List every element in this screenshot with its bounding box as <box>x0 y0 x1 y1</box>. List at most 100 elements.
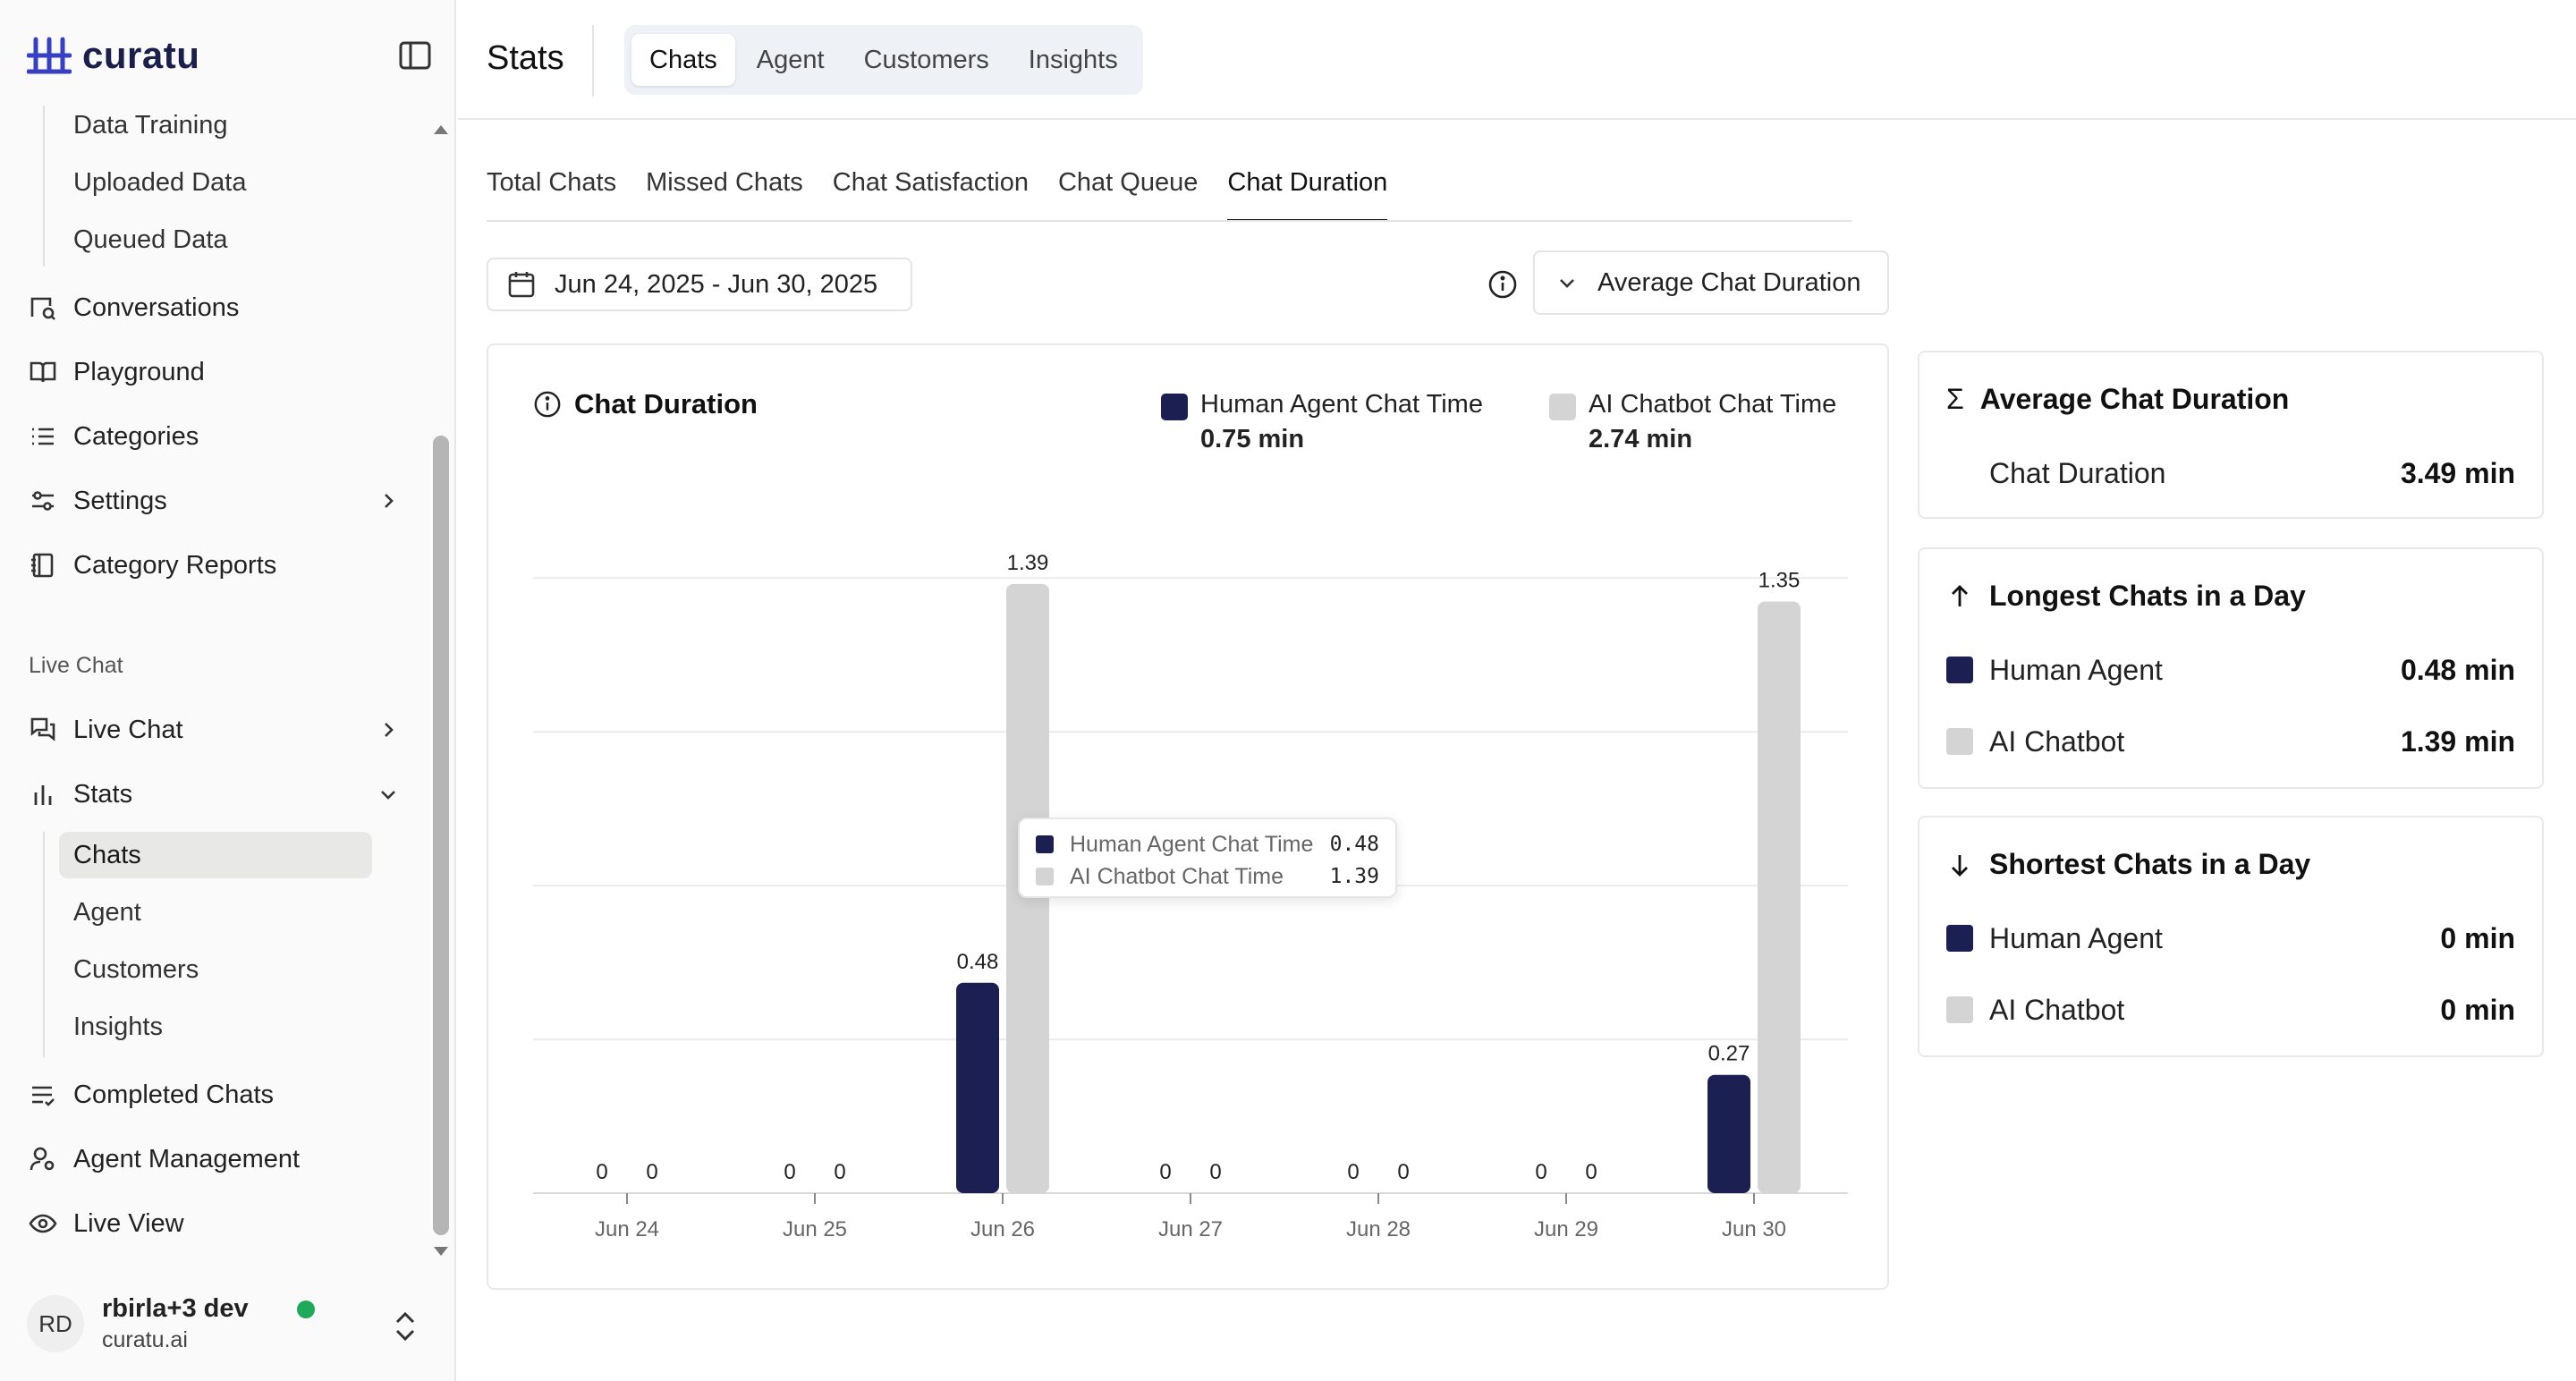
page-title: Stats <box>487 39 564 77</box>
swatch-ai <box>1946 996 1973 1023</box>
sidebar-item-completed-chats[interactable]: Completed Chats <box>27 1070 402 1120</box>
sidebar-item-data-training[interactable]: Data Training <box>73 110 228 140</box>
stat-value: 0 min <box>2440 993 2515 1026</box>
tooltip-value: 1.39 <box>1329 865 1379 888</box>
brand-logo[interactable]: curatu <box>27 34 199 77</box>
data-label: 0 <box>596 1160 607 1184</box>
stat-label: AI Chatbot <box>1989 993 2125 1026</box>
legend-swatch-human <box>1161 394 1188 420</box>
metric-select[interactable]: Average Chat Duration <box>1533 250 1889 315</box>
tab-chats[interactable]: Chats <box>631 34 735 86</box>
data-label: 0.27 <box>1708 1042 1750 1066</box>
tooltip-swatch-ai <box>1036 868 1054 885</box>
sidebar-scrollbar-thumb[interactable] <box>433 436 449 1235</box>
sidebar-item-queued-data[interactable]: Queued Data <box>73 225 228 254</box>
legend-human-agent[interactable]: Human Agent Chat Time 0.75 min <box>1161 390 1483 454</box>
legend-value: 2.74 min <box>1589 425 1693 453</box>
sidebar-item-insights[interactable]: Insights <box>73 1012 163 1041</box>
sidebar-item-category-reports[interactable]: Category Reports <box>27 540 402 590</box>
average-chat-duration-card: Σ Average Chat Duration Chat Duration 3.… <box>1918 351 2544 519</box>
sidebar-toggle-button[interactable] <box>397 39 433 72</box>
sidebar-item-categories[interactable]: Categories <box>27 411 402 462</box>
stat-value: 1.39 min <box>2400 724 2515 758</box>
calendar-icon <box>508 272 535 298</box>
subtab-chat-duration[interactable]: Chat Duration <box>1227 161 1387 222</box>
swatch-human <box>1946 657 1973 683</box>
sidebar-item-uploaded-data[interactable]: Uploaded Data <box>73 167 247 197</box>
legend-value: 0.75 min <box>1200 425 1305 453</box>
sidebar-item-customers[interactable]: Customers <box>73 954 199 984</box>
subtab-missed-chats[interactable]: Missed Chats <box>646 168 803 197</box>
sidebar-item-conversations[interactable]: Conversations <box>27 283 402 333</box>
tooltip-row-ai: AI Chatbot Chat Time 1.39 <box>1036 860 1379 893</box>
tooltip-row-human: Human Agent Chat Time 0.48 <box>1036 828 1379 860</box>
data-label: 0 <box>1397 1160 1409 1184</box>
data-label: 0 <box>1585 1160 1597 1184</box>
card-title: Average Chat Duration <box>1979 383 2290 415</box>
stat-label: AI Chatbot <box>1989 724 2125 758</box>
date-range-picker[interactable]: Jun 24, 2025 - Jun 30, 2025 <box>487 258 912 311</box>
card-heading: Longest Chats in a Day <box>1946 580 2306 613</box>
card-title: Longest Chats in a Day <box>1989 580 2306 612</box>
chevron-down-icon <box>374 780 402 809</box>
user-cog-icon <box>27 1143 59 1175</box>
tab-insights[interactable]: Insights <box>1028 45 1118 74</box>
stat-label: Human Agent <box>1989 653 2163 686</box>
tab-customers[interactable]: Customers <box>863 45 989 74</box>
list-icon <box>27 420 59 453</box>
stat-label: Chat Duration <box>1989 456 2166 489</box>
subtab-total-chats[interactable]: Total Chats <box>487 168 617 197</box>
legend-swatch-ai <box>1549 394 1576 420</box>
user-menu[interactable]: RD rbirla+3 dev curatu.ai <box>27 1288 429 1360</box>
sliders-icon <box>27 485 59 517</box>
chat-metric-tabs: Total Chats Missed Chats Chat Satisfacti… <box>487 161 1387 222</box>
avatar: RD <box>27 1295 84 1352</box>
date-range-label: Jun 24, 2025 - Jun 30, 2025 <box>555 269 878 299</box>
sidebar-item-label: Stats <box>73 779 133 809</box>
data-label: 0 <box>1535 1160 1546 1184</box>
data-label: 1.39 <box>1007 551 1049 575</box>
stats-tabs: Chats Agent Customers Insights <box>624 25 1143 95</box>
swatch-human <box>1946 925 1973 952</box>
data-label: 0 <box>1347 1160 1359 1184</box>
longest-chats-card: Longest Chats in a Day Human Agent 0.48 … <box>1918 547 2544 789</box>
notebook-icon <box>27 549 59 581</box>
subnav-guide-line <box>43 832 45 1057</box>
scroll-up-arrow[interactable] <box>433 122 449 138</box>
data-label: 0 <box>646 1160 657 1184</box>
sidebar-item-settings[interactable]: Settings <box>27 476 402 526</box>
bar-chart-icon <box>27 778 59 810</box>
tab-agent[interactable]: Agent <box>756 45 825 74</box>
list-check-icon <box>27 1079 59 1111</box>
legend-ai-chatbot[interactable]: AI Chatbot Chat Time 2.74 min <box>1549 390 1836 454</box>
data-label: 0 <box>1159 1160 1171 1184</box>
x-tick-label: Jun 30 <box>1722 1217 1786 1241</box>
x-tick-label: Jun 29 <box>1534 1217 1598 1241</box>
sidebar-item-stats[interactable]: Stats <box>27 769 402 819</box>
sidebar-item-agent[interactable]: Agent <box>73 897 141 927</box>
x-tick-label: Jun 28 <box>1346 1217 1411 1241</box>
tooltip-label: Human Agent Chat Time <box>1070 831 1314 857</box>
panel-left-icon <box>399 41 431 70</box>
x-tick-label: Jun 25 <box>783 1217 847 1241</box>
chevrons-up-down-icon[interactable] <box>383 1304 428 1349</box>
scroll-down-arrow[interactable] <box>433 1243 449 1259</box>
sidebar-item-live-chat[interactable]: Live Chat <box>27 705 402 755</box>
sidebar-item-live-view[interactable]: Live View <box>27 1199 402 1249</box>
data-label: 0 <box>1209 1160 1221 1184</box>
chat-search-icon <box>27 292 59 324</box>
user-org: curatu.ai <box>102 1327 188 1352</box>
user-name: rbirla+3 dev <box>102 1294 249 1323</box>
card-title: Shortest Chats in a Day <box>1989 848 2311 880</box>
sidebar-item-playground[interactable]: Playground <box>27 347 402 397</box>
subtab-chat-satisfaction[interactable]: Chat Satisfaction <box>832 168 1029 197</box>
sidebar-item-agent-management[interactable]: Agent Management <box>27 1134 402 1184</box>
subnav-guide-line <box>43 106 45 267</box>
chart-title: Chat Duration <box>533 388 758 420</box>
info-button[interactable] <box>1485 267 1521 302</box>
sidebar-item-label: Live View <box>73 1208 184 1238</box>
sidebar-item-chats[interactable]: Chats <box>59 832 372 878</box>
subtab-chat-queue[interactable]: Chat Queue <box>1057 168 1199 197</box>
header-divider <box>592 25 594 97</box>
tooltip-swatch-human <box>1036 835 1054 853</box>
